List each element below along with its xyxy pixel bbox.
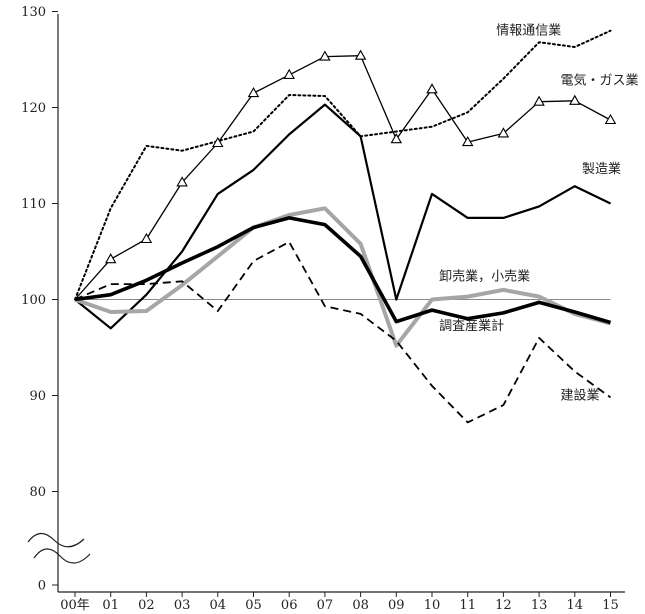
x-tick-label: 01 [102, 598, 119, 613]
series-point-electricity-gas [569, 94, 581, 105]
y-tick-label: 80 [29, 485, 46, 500]
axis-break-marker [27, 532, 91, 564]
series-point-electricity-gas [461, 135, 474, 147]
series-line-construction [74, 240, 612, 424]
x-tick-label: 15 [602, 598, 619, 613]
series-line-electricity-gas [74, 55, 611, 300]
series-point-electricity-gas [247, 86, 260, 98]
series-label-all-industries: 調査産業計 [439, 318, 504, 334]
y-tick-label: 90 [29, 389, 46, 404]
series-point-electricity-gas [104, 253, 117, 264]
series-point-electricity-gas [283, 68, 295, 79]
series-point-electricity-gas [604, 113, 617, 125]
x-tick-label: 13 [531, 598, 548, 613]
axis-break-wave-lower [33, 548, 91, 564]
series-point-electricity-gas [140, 232, 153, 244]
series-line-wholesale-retail [74, 206, 612, 348]
series-label-construction: 建設業 [561, 387, 600, 403]
y-tick-label: 110 [21, 197, 46, 212]
x-tick-label: 02 [138, 598, 155, 613]
series-label-manufacturing: 製造業 [582, 161, 621, 177]
x-tick-label: 12 [495, 598, 512, 613]
x-tick-label: 11 [459, 598, 476, 613]
y-tick-label: 0 [38, 579, 46, 594]
series-line-all-industries [74, 216, 612, 325]
series-point-electricity-gas [390, 133, 403, 144]
series-point-electricity-gas [319, 50, 331, 61]
x-tick-label: 05 [245, 598, 262, 613]
series-point-electricity-gas [354, 49, 367, 60]
x-tick-label: 07 [317, 598, 334, 613]
x-tick-label: 04 [210, 598, 227, 613]
x-tick-label: 09 [388, 598, 405, 613]
y-tick-label: 100 [21, 293, 46, 308]
x-tick-label: 06 [281, 598, 298, 613]
x-tick-label: 08 [352, 598, 369, 613]
x-tick-label: 03 [174, 598, 191, 613]
series-point-electricity-gas [533, 95, 545, 106]
series-line-information-comm [74, 29, 612, 301]
series-label-electricity-gas: 電気・ガス業 [561, 72, 639, 88]
x-tick-label: 00年 [60, 598, 90, 613]
y-tick-label: 130 [21, 5, 46, 20]
axis-break-wave-upper [27, 532, 85, 548]
series-point-electricity-gas [212, 136, 224, 148]
x-tick-label: 10 [424, 598, 441, 613]
series-point-electricity-gas [426, 83, 438, 94]
series-point-electricity-gas [497, 127, 510, 138]
series-label-information-comm: 情報通信業 [496, 23, 561, 39]
y-tick-label: 120 [21, 101, 46, 116]
series-label-wholesale-retail: 卸売業，小売業 [439, 268, 530, 284]
series-point-electricity-gas [176, 176, 188, 187]
x-tick-label: 14 [567, 598, 584, 613]
